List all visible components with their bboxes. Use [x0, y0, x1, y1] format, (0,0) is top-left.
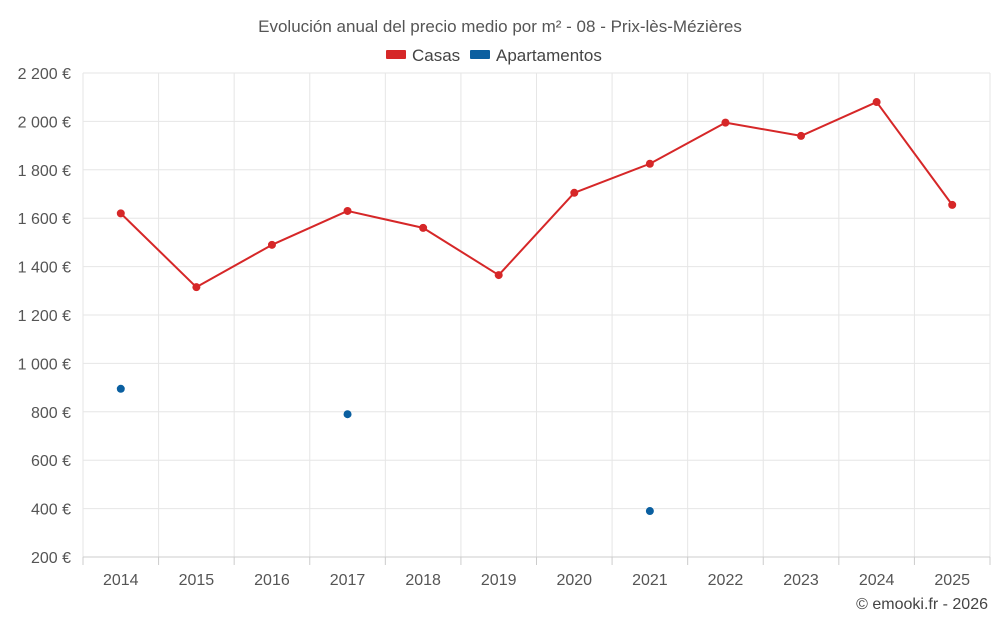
data-point-casas-2015[interactable]: [192, 283, 201, 292]
data-point-apartamentos-2021[interactable]: [645, 507, 654, 516]
y-tick-label: 600 €: [31, 453, 71, 470]
x-tick-label: 2025: [934, 572, 970, 589]
data-point-apartamentos-2014[interactable]: [116, 384, 125, 393]
x-tick-label: 2015: [179, 572, 215, 589]
y-tick-label: 1 600 €: [18, 211, 71, 228]
x-grid: [82, 73, 991, 557]
plot-area: [116, 98, 957, 516]
legend-swatch-apartamentos: [470, 50, 490, 59]
x-tick-label: 2016: [254, 572, 290, 589]
legend-item-apartamentos[interactable]: Apartamentos: [470, 46, 602, 65]
data-point-casas-2021[interactable]: [645, 159, 654, 168]
data-point-apartamentos-2017[interactable]: [343, 410, 352, 419]
x-axis: 2014 2015 2016 2017 2018 2019 2020 2021 2022 2023…: [82, 556, 991, 589]
y-tick-label: 2 000 €: [18, 114, 71, 131]
chart-title: Evolución anual del precio medio por m² …: [258, 17, 742, 36]
y-tick-label: 800 €: [31, 405, 71, 422]
data-point-casas-2019[interactable]: [494, 271, 503, 280]
data-point-casas-2025[interactable]: [948, 200, 957, 209]
x-tick-label: 2020: [556, 572, 592, 589]
x-tick-label: 2024: [859, 572, 895, 589]
y-tick-label: 400 €: [31, 502, 71, 519]
y-tick-label: 2 200 €: [18, 66, 71, 83]
legend-label-apartamentos: Apartamentos: [496, 46, 602, 65]
credit-text: © emooki.fr - 2026: [856, 596, 988, 613]
x-tick-label: 2018: [405, 572, 441, 589]
y-axis: 200 € 400 € 600 € 800 € 1 000 € 1 200 € 1 400 …: [18, 66, 71, 567]
legend-item-casas[interactable]: Casas: [386, 46, 460, 65]
x-tick-label: 2019: [481, 572, 517, 589]
data-point-casas-2022[interactable]: [721, 118, 730, 127]
y-tick-label: 1 800 €: [18, 163, 71, 180]
legend: Casas Apartamentos: [386, 46, 602, 65]
y-tick-label: 1 200 €: [18, 308, 71, 325]
x-tick-label: 2021: [632, 572, 668, 589]
data-point-casas-2023[interactable]: [797, 131, 806, 140]
data-point-casas-2016[interactable]: [267, 240, 276, 249]
x-tick-label: 2023: [783, 572, 819, 589]
x-tick-label: 2022: [708, 572, 744, 589]
x-tick-label: 2017: [330, 572, 366, 589]
data-point-casas-2014[interactable]: [116, 209, 125, 218]
data-point-casas-2018[interactable]: [419, 223, 428, 232]
series-line-casas: [120, 101, 954, 289]
data-point-casas-2020[interactable]: [570, 188, 579, 197]
y-tick-label: 200 €: [31, 550, 71, 567]
data-point-casas-2024[interactable]: [872, 98, 881, 107]
x-tick-label: 2014: [103, 572, 139, 589]
legend-label-casas: Casas: [412, 46, 460, 65]
data-point-casas-2017[interactable]: [343, 206, 352, 215]
legend-swatch-casas: [386, 50, 406, 59]
y-tick-label: 1 000 €: [18, 356, 71, 373]
y-tick-label: 1 400 €: [18, 260, 71, 277]
